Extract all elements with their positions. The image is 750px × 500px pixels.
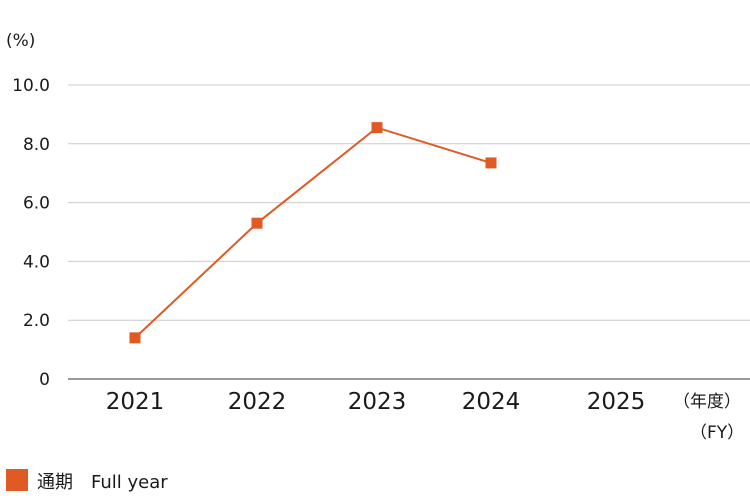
y-tick-label: 4.0 <box>23 252 50 272</box>
y-unit-label: (%) <box>6 31 35 51</box>
y-tick-label: 8.0 <box>23 135 50 155</box>
y-tick-label: 10.0 <box>12 76 50 96</box>
series-line <box>134 126 492 339</box>
data-point-marker <box>485 157 497 169</box>
x-tick-label: 2023 <box>348 389 407 415</box>
x-unit-label-en: （FY） <box>690 423 744 443</box>
y-tick-label: 6.0 <box>23 194 50 214</box>
data-point-marker <box>129 332 141 344</box>
data-point-marker <box>371 122 383 134</box>
data-point-marker <box>251 217 263 229</box>
series-group <box>129 122 497 344</box>
legend-label: 通期 Full year <box>37 472 168 493</box>
x-tick-label: 2024 <box>462 389 521 415</box>
y-tick-label: 2.0 <box>23 311 50 331</box>
legend: 通期 Full year <box>6 469 168 493</box>
y-axis-ticks: 10.0 8.0 6.0 4.0 2.0 0 <box>12 76 50 390</box>
x-axis-ticks: 2021 2022 2023 2024 2025 <box>106 389 646 415</box>
x-unit-label-jp: （年度） <box>673 392 741 412</box>
legend-swatch <box>6 469 28 491</box>
grid <box>68 84 750 321</box>
x-tick-label: 2025 <box>587 389 646 415</box>
x-tick-label: 2021 <box>106 389 165 415</box>
y-tick-label: 0 <box>39 370 50 390</box>
x-tick-label: 2022 <box>228 389 287 415</box>
